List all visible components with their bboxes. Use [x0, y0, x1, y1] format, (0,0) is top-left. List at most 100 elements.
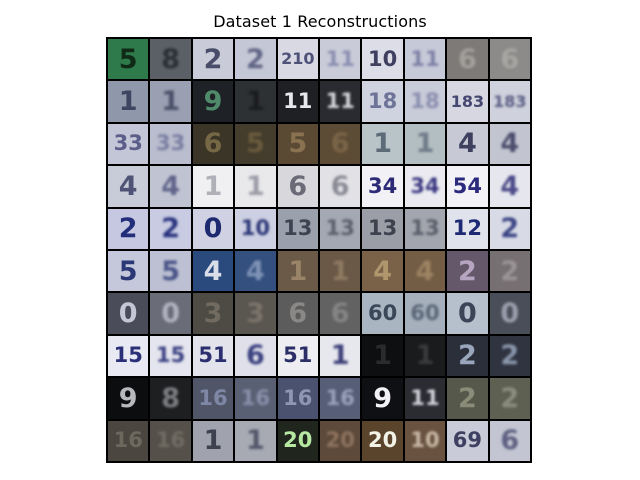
reconstruction-tile: 1 — [404, 335, 446, 377]
reconstruction-tile: 51 — [277, 335, 318, 377]
tile-digit-image: 34 — [367, 173, 398, 198]
tile-digit-image: 6 — [203, 128, 223, 160]
tile-digit-image: 2 — [457, 255, 477, 287]
tile-digit-image: 1 — [245, 425, 265, 457]
reconstruction-tile: 11 — [404, 39, 446, 80]
tile-digit-image: 6 — [288, 170, 308, 202]
reconstruction-tile: 9 — [192, 81, 234, 122]
reconstruction-tile: 6 — [489, 420, 530, 461]
reconstruction-tile: 10 — [362, 39, 403, 80]
tile-digit-image: 0 — [203, 213, 223, 245]
reconstruction-tile: 1 — [362, 335, 403, 377]
tile-digit-image: 183 — [493, 91, 527, 111]
tile-digit-image: 183 — [450, 91, 485, 111]
reconstruction-tile: 5 — [277, 123, 318, 165]
reconstruction-tile: 0 — [192, 208, 234, 249]
reconstruction-tile: 9 — [362, 378, 403, 419]
tile-digit-image: 4 — [203, 255, 223, 287]
tile-digit-image: 3 — [245, 298, 265, 330]
tile-digit-image: 60 — [367, 301, 398, 326]
tile-digit-image: 1 — [203, 425, 223, 457]
tile-digit-image: 5 — [245, 128, 265, 160]
reconstruction-tile: 1 — [235, 420, 276, 461]
reconstruction-tile: 8 — [150, 39, 191, 80]
tile-digit-image: 8 — [161, 43, 180, 75]
tile-digit-image: 2 — [457, 340, 477, 372]
tile-digit-image: 16 — [113, 428, 143, 453]
reconstruction-tile: 20 — [277, 420, 318, 461]
tile-digit-image: 34 — [410, 173, 440, 198]
reconstruction-tile: 34 — [362, 166, 403, 207]
reconstruction-tile: 13 — [277, 208, 318, 249]
tile-digit-image: 3 — [203, 298, 223, 330]
tile-digit-image: 54 — [452, 173, 482, 198]
tile-digit-image: 33 — [113, 131, 143, 156]
tile-digit-image: 16 — [240, 385, 270, 410]
tile-digit-image: 6 — [330, 170, 350, 202]
reconstruction-tile: 16 — [108, 420, 149, 461]
tile-digit-image: 1 — [203, 170, 223, 202]
reconstruction-tile: 1 — [235, 81, 276, 122]
reconstruction-tile: 6 — [489, 39, 530, 80]
reconstruction-tile: 2 — [108, 208, 149, 249]
tile-digit-image: 15 — [113, 343, 143, 368]
reconstruction-tile: 5 — [235, 123, 276, 165]
tile-digit-image: 9 — [373, 382, 392, 414]
reconstruction-tile: 5 — [108, 251, 149, 292]
tile-digit-image: 69 — [452, 428, 482, 453]
reconstruction-tile: 2 — [489, 378, 530, 419]
reconstruction-tile: 34 — [404, 166, 446, 207]
reconstruction-tile: 20 — [320, 420, 361, 461]
reconstruction-tile: 6 — [277, 166, 318, 207]
reconstruction-tile: 4 — [489, 166, 530, 207]
tile-digit-image: 11 — [410, 46, 440, 71]
reconstruction-tile: 0 — [489, 293, 530, 334]
tile-digit-image: 60 — [410, 301, 440, 326]
tile-digit-image: 2 — [457, 382, 477, 414]
tile-digit-image: 5 — [118, 255, 138, 287]
reconstruction-tile: 54 — [447, 166, 488, 207]
tile-digit-image: 1 — [415, 340, 435, 372]
reconstruction-tile: 5 — [108, 39, 149, 80]
tile-digit-image: 1 — [330, 255, 350, 287]
tile-digit-image: 12 — [452, 216, 482, 241]
tile-digit-image: 11 — [325, 89, 355, 114]
tile-digit-image: 16 — [155, 428, 186, 453]
tile-digit-image: 0 — [500, 298, 520, 330]
reconstruction-tile: 1 — [320, 251, 361, 292]
reconstruction-tile: 15 — [108, 335, 149, 377]
tile-digit-image: 1 — [373, 340, 392, 372]
reconstruction-tile: 4 — [192, 251, 234, 292]
tile-digit-image: 6 — [457, 43, 477, 75]
reconstruction-tile: 10 — [404, 420, 446, 461]
tile-digit-image: 2 — [500, 382, 520, 414]
tile-digit-image: 4 — [500, 128, 520, 160]
reconstruction-tile: 11 — [320, 81, 361, 122]
reconstruction-tile: 0 — [447, 293, 488, 334]
reconstruction-tile: 6 — [277, 293, 318, 334]
tile-digit-image: 1 — [288, 255, 308, 287]
tile-digit-image: 11 — [283, 89, 313, 114]
reconstruction-tile: 9 — [108, 378, 149, 419]
tile-digit-image: 10 — [367, 46, 398, 71]
reconstruction-tile: 69 — [447, 420, 488, 461]
reconstruction-tile: 13 — [404, 208, 446, 249]
reconstruction-tile: 2 — [150, 208, 191, 249]
figure-title: Dataset 1 Reconstructions — [213, 12, 427, 31]
reconstruction-tile: 16 — [320, 378, 361, 419]
tile-digit-image: 13 — [367, 216, 398, 241]
tile-digit-image: 6 — [245, 340, 265, 372]
reconstruction-tile: 16 — [192, 378, 234, 419]
reconstruction-tile: 16 — [150, 420, 191, 461]
reconstruction-tile: 4 — [447, 123, 488, 165]
reconstruction-grid: 5 8 2 2 210 11 10 11 6 6 1 1 9 1 11 11 18 18 183 183 33 33 6 5 5… — [106, 37, 532, 463]
reconstruction-tile: 210 — [277, 39, 318, 80]
tile-digit-image: 10 — [410, 428, 440, 453]
tile-digit-image: 2 — [500, 340, 520, 372]
tile-digit-image: 1 — [118, 86, 138, 118]
reconstruction-tile: 60 — [362, 293, 403, 334]
tile-digit-image: 18 — [410, 89, 440, 114]
reconstruction-tile: 6 — [447, 39, 488, 80]
tile-digit-image: 1 — [245, 86, 265, 118]
reconstruction-tile: 1 — [150, 81, 191, 122]
